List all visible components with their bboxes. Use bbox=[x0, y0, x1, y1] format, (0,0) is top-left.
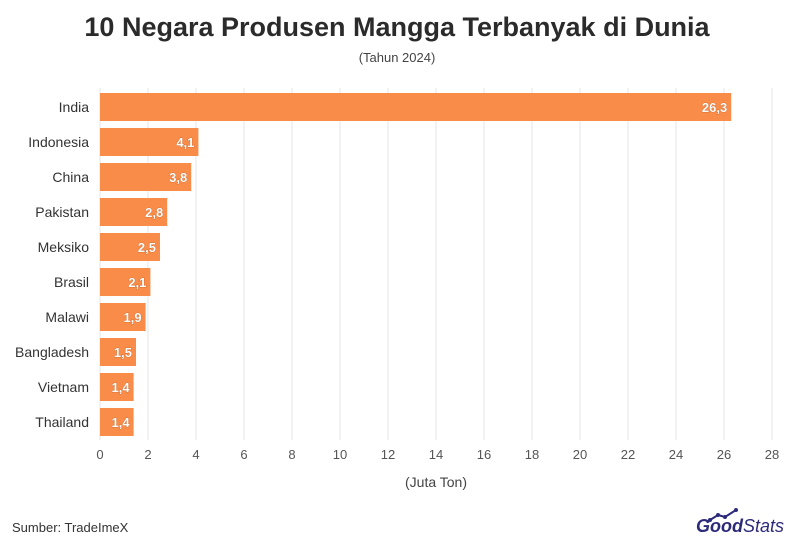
bar bbox=[100, 128, 199, 156]
value-label: 2,8 bbox=[145, 205, 163, 220]
source-note: Sumber: TradeImeX bbox=[12, 520, 129, 535]
bar bbox=[100, 268, 151, 296]
logo-good-text: Good bbox=[695, 516, 743, 536]
x-tick-label: 26 bbox=[717, 447, 731, 462]
x-tick-label: 0 bbox=[96, 447, 103, 462]
trend-icon bbox=[708, 508, 738, 522]
value-label: 26,3 bbox=[702, 100, 727, 115]
category-label: China bbox=[52, 169, 89, 185]
category-label: Brasil bbox=[54, 274, 89, 290]
category-label: Malawi bbox=[45, 309, 89, 325]
x-tick-label: 20 bbox=[573, 447, 587, 462]
bar bbox=[100, 198, 168, 226]
bar bbox=[100, 233, 160, 261]
value-label: 1,4 bbox=[112, 380, 131, 395]
value-label: 1,4 bbox=[112, 415, 131, 430]
x-tick-label: 24 bbox=[669, 447, 683, 462]
logo-stats-text: Stats bbox=[742, 516, 784, 536]
category-label: Thailand bbox=[35, 414, 89, 430]
bar bbox=[100, 163, 192, 191]
x-axis-label: (Juta Ton) bbox=[405, 474, 467, 490]
x-tick-label: 28 bbox=[765, 447, 779, 462]
x-tick-label: 12 bbox=[381, 447, 395, 462]
value-label: 1,9 bbox=[124, 310, 142, 325]
x-tick-label: 8 bbox=[288, 447, 295, 462]
x-tick-label: 18 bbox=[525, 447, 539, 462]
category-label: Bangladesh bbox=[15, 344, 89, 360]
category-label: Indonesia bbox=[28, 134, 89, 150]
x-tick-label: 6 bbox=[240, 447, 247, 462]
value-label: 1,5 bbox=[114, 345, 132, 360]
x-tick-label: 16 bbox=[477, 447, 491, 462]
x-tick-label: 22 bbox=[621, 447, 635, 462]
bar bbox=[100, 303, 146, 331]
value-label: 4,1 bbox=[176, 135, 194, 150]
bar bbox=[100, 338, 136, 366]
chart-title: 10 Negara Produsen Mangga Terbanyak di D… bbox=[84, 12, 710, 42]
x-tick-label: 2 bbox=[144, 447, 151, 462]
category-label: India bbox=[59, 99, 90, 115]
value-label: 2,1 bbox=[128, 275, 146, 290]
value-label: 3,8 bbox=[169, 170, 187, 185]
bar bbox=[100, 93, 732, 121]
bar bbox=[100, 373, 134, 401]
goodstats-logo: GoodStats bbox=[695, 508, 784, 537]
value-label: 2,5 bbox=[138, 240, 156, 255]
category-label: Pakistan bbox=[35, 204, 89, 220]
x-tick-label: 4 bbox=[192, 447, 199, 462]
x-tick-label: 10 bbox=[333, 447, 347, 462]
x-tick-label: 14 bbox=[429, 447, 443, 462]
category-label: Meksiko bbox=[38, 239, 90, 255]
bar bbox=[100, 408, 134, 436]
category-label: Vietnam bbox=[38, 379, 89, 395]
chart-subtitle: (Tahun 2024) bbox=[358, 50, 436, 65]
